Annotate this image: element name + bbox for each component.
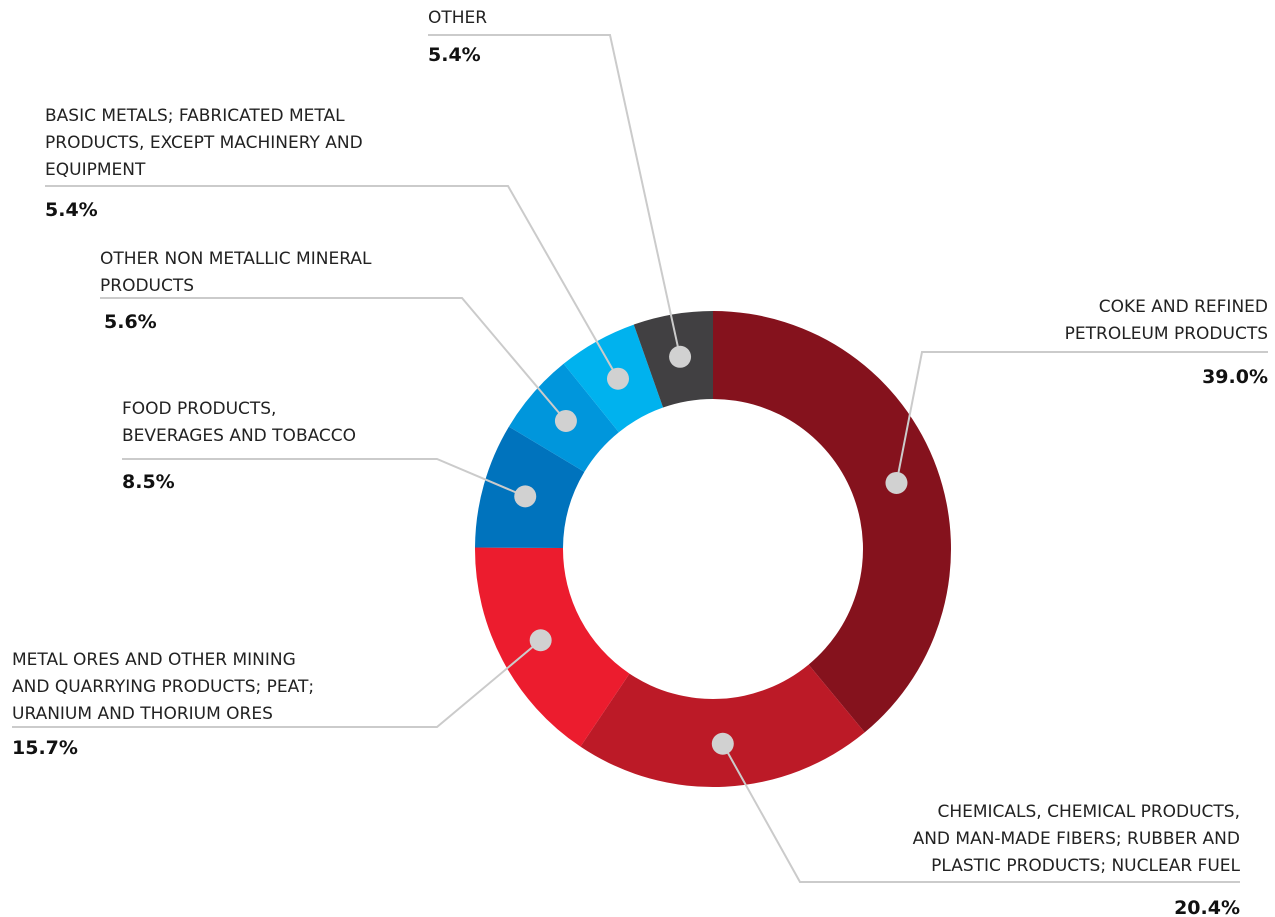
slice-label: OTHER: [428, 8, 488, 28]
label-dot: [711, 732, 734, 755]
donut-slice: [580, 664, 865, 788]
slice-label: FOOD PRODUCTS, BEVERAGES AND TOBACCO: [122, 399, 357, 446]
leader-line: [721, 743, 1240, 883]
slice-label: CHEMICALS, CHEMICAL PRODUCTS, AND MAN-MA…: [912, 802, 1240, 876]
slice-label: BASIC METALS; FABRICATED METAL PRODUCTS,…: [45, 106, 363, 180]
donut-slice: [713, 311, 952, 733]
label-dot: [669, 345, 692, 368]
value-label: 15.7%: [12, 737, 78, 759]
label-dot: [606, 367, 629, 390]
leader-line: [428, 34, 682, 358]
leader-line: [45, 185, 619, 380]
leader-line: [12, 639, 542, 728]
slice-label: METAL ORES AND OTHER MINING AND QUARRYIN…: [12, 650, 315, 724]
leader-line: [122, 458, 526, 498]
slice-label: OTHER NON METALLIC MINERAL PRODUCTS: [100, 249, 372, 296]
value-label: 5.4%: [45, 199, 98, 221]
label-dot: [554, 409, 577, 432]
value-label: 39.0%: [1202, 366, 1268, 388]
label-dot: [885, 471, 908, 494]
value-label: 8.5%: [122, 471, 175, 493]
label-dot: [514, 485, 537, 508]
value-label: 20.4%: [1174, 897, 1240, 917]
leader-line: [100, 297, 567, 422]
value-label: 5.6%: [104, 311, 157, 333]
donut-slice: [475, 547, 630, 747]
slice-label: COKE AND REFINED PETROLEUM PRODUCTS: [1064, 297, 1268, 344]
leader-line: [895, 351, 1268, 484]
value-label: 5.4%: [428, 44, 481, 66]
label-dot: [529, 629, 552, 652]
